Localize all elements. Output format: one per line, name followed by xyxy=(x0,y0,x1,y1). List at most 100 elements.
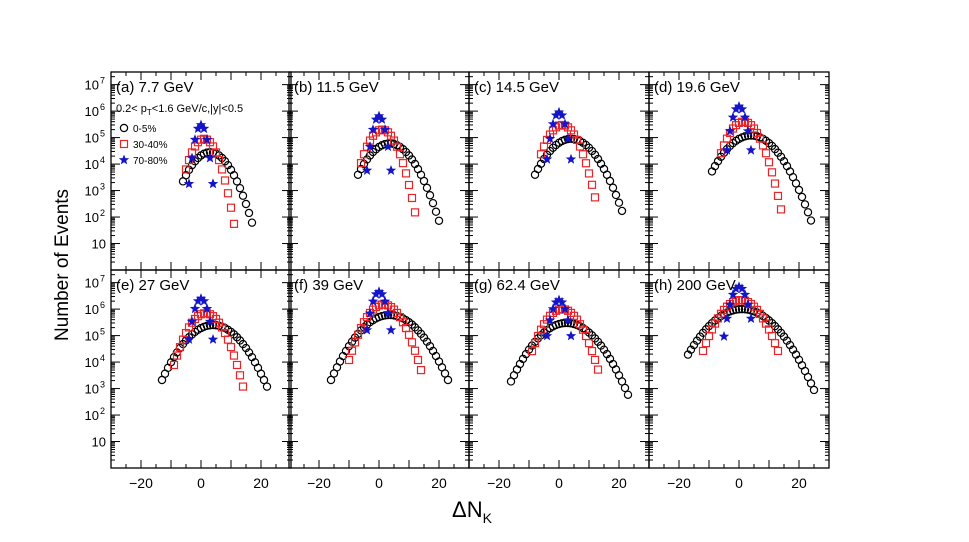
data-point-central xyxy=(737,304,747,314)
x-axis-title-main: ΔN xyxy=(452,497,483,522)
data-point-peripheral xyxy=(730,103,742,114)
data-point-peripheral xyxy=(547,118,559,129)
panel-frame xyxy=(468,71,650,271)
data-point-peripheral xyxy=(541,153,553,164)
data-point-peripheral xyxy=(553,106,565,117)
data-point-midcentral xyxy=(590,355,600,365)
x-tick-label: 0 xyxy=(375,475,383,491)
data-point-peripheral xyxy=(565,330,577,341)
data-point-central xyxy=(238,191,248,200)
data-point-central xyxy=(791,179,801,188)
data-point-midcentral xyxy=(347,346,357,355)
y-tick-label: 10 xyxy=(85,78,99,93)
data-point-central xyxy=(800,200,810,209)
data-point-midcentral xyxy=(587,180,597,189)
data-point-midcentral xyxy=(698,346,708,356)
data-point-peripheral xyxy=(559,118,571,129)
data-point-midcentral xyxy=(536,150,546,159)
data-point-central xyxy=(803,208,813,217)
data-point-central xyxy=(434,216,444,225)
data-point-central xyxy=(259,375,269,385)
data-point-midcentral xyxy=(410,208,420,217)
data-point-midcentral xyxy=(398,159,408,168)
data-point-central xyxy=(443,375,453,385)
data-point-midcentral xyxy=(593,365,603,374)
data-point-peripheral xyxy=(201,303,213,314)
data-point-peripheral xyxy=(733,101,745,111)
data-point-midcentral xyxy=(770,179,780,188)
data-point-midcentral xyxy=(578,150,588,159)
x-tick-label: 20 xyxy=(791,475,807,491)
data-point-central xyxy=(617,206,627,216)
y-tick-exponent: 6 xyxy=(100,102,105,112)
data-point-peripheral xyxy=(204,152,216,163)
data-point-midcentral xyxy=(344,355,354,365)
data-point-central xyxy=(202,321,212,331)
data-point-peripheral xyxy=(370,288,382,299)
data-point-peripheral xyxy=(541,330,553,341)
data-point-peripheral xyxy=(364,307,376,318)
data-point-midcentral xyxy=(223,335,233,344)
x-tick-label: −20 xyxy=(667,475,691,491)
data-point-midcentral xyxy=(410,346,420,355)
data-point-peripheral xyxy=(198,123,210,134)
data-point-central xyxy=(614,198,624,207)
y-tick-exponent: 4 xyxy=(100,155,105,165)
data-point-central xyxy=(422,183,432,193)
data-point-midcentral xyxy=(238,382,248,391)
y-tick-exponent: 7 xyxy=(100,76,105,86)
data-point-peripheral xyxy=(361,324,373,335)
data-point-peripheral xyxy=(739,289,751,300)
data-point-midcentral xyxy=(407,193,417,203)
data-point-midcentral xyxy=(764,158,774,167)
data-point-central xyxy=(262,382,272,391)
data-point-midcentral xyxy=(584,339,594,348)
data-point-peripheral xyxy=(192,295,204,306)
panel-frame xyxy=(288,269,470,469)
y-tick-label: 10 xyxy=(85,131,99,146)
legend-label: 0-5% xyxy=(133,124,156,135)
data-point-peripheral xyxy=(565,153,577,164)
panel-label: (b) 11.5 GeV xyxy=(294,79,379,96)
data-point-midcentral xyxy=(229,351,239,360)
y-tick-exponent: 5 xyxy=(100,327,105,337)
data-point-peripheral xyxy=(544,133,556,144)
panel-d: (d) 19.6 GeV xyxy=(648,71,830,271)
data-point-peripheral xyxy=(724,299,736,310)
data-point-midcentral xyxy=(701,339,711,348)
data-point-midcentral xyxy=(770,339,780,348)
data-point-peripheral xyxy=(207,334,219,344)
data-point-peripheral xyxy=(556,296,568,307)
legend-marker-star xyxy=(118,154,130,165)
data-point-peripheral xyxy=(201,134,213,145)
data-point-peripheral xyxy=(186,316,198,326)
data-point-midcentral xyxy=(181,165,191,174)
data-point-peripheral xyxy=(204,316,216,326)
data-point-midcentral xyxy=(767,168,777,177)
data-point-midcentral xyxy=(235,371,245,380)
y-tick-exponent: 3 xyxy=(100,182,105,192)
y-tick-label: 10 xyxy=(85,302,99,317)
data-point-midcentral xyxy=(169,360,179,370)
data-point-peripheral xyxy=(562,314,574,325)
panel-frame xyxy=(288,71,470,271)
y-tick-label: 10 xyxy=(85,184,99,199)
data-point-central xyxy=(734,305,744,314)
legend: 0-5% 30-40% 70-80% xyxy=(118,123,168,167)
data-point-peripheral xyxy=(376,288,388,299)
data-point-peripheral xyxy=(376,114,388,124)
y-tick-exponent: 4 xyxy=(100,353,105,363)
data-point-peripheral xyxy=(361,165,373,175)
data-point-midcentral xyxy=(217,165,227,174)
data-point-central xyxy=(335,357,345,366)
data-point-midcentral xyxy=(229,219,239,228)
data-point-central xyxy=(608,183,618,192)
data-point-peripheral xyxy=(195,119,207,130)
data-point-peripheral xyxy=(727,289,739,300)
data-point-peripheral xyxy=(207,178,219,189)
data-point-midcentral xyxy=(413,355,423,365)
data-point-central xyxy=(797,192,807,202)
data-point-midcentral xyxy=(404,180,414,190)
data-point-central xyxy=(806,216,816,225)
